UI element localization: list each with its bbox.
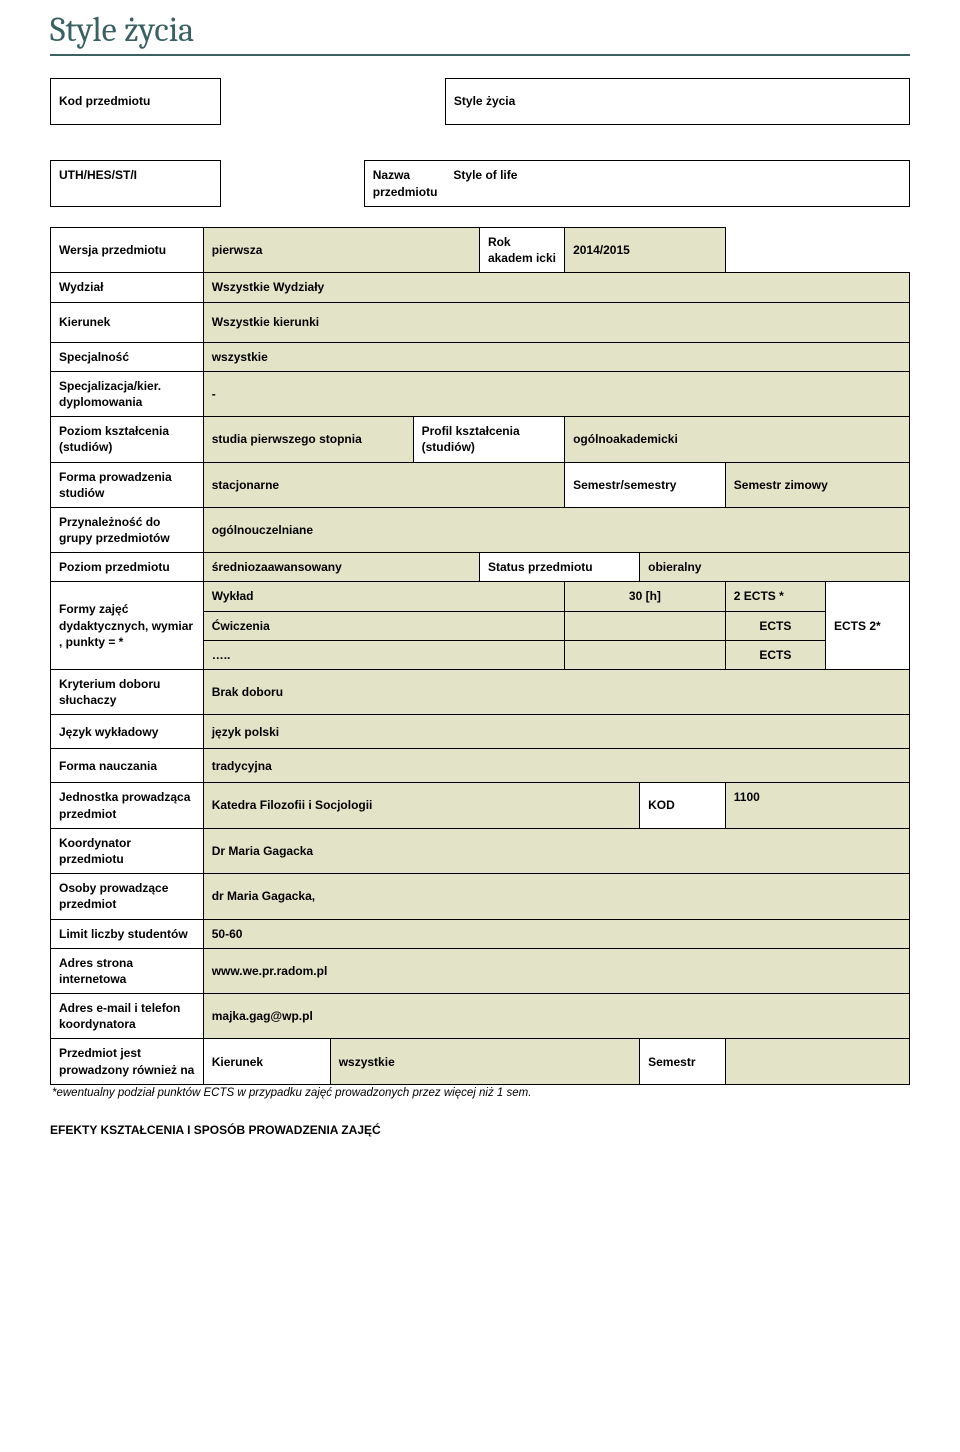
page-title: Style życia [50,10,910,56]
profil-label: Profil kształcenia (studiów) [413,417,564,462]
header-table: Kod przedmiotu Style życia UTH/HES/ST/I … [50,78,910,207]
forma-value: stacjonarne [203,462,564,507]
dots-label: ….. [203,640,564,669]
style-of-life-cell: Style of life [445,161,909,207]
specjalizacja-label: Specjalizacja/kier. dyplomowania [51,371,204,416]
kierunek2-value: wszystkie [330,1039,639,1084]
wersja-label: Wersja przedmiotu [51,228,204,273]
cwiczenia-hours [565,611,726,640]
semestr2-label: Semestr [640,1039,726,1084]
email-value: majka.gag@wp.pl [203,994,909,1039]
uth-code: UTH/HES/ST/I [51,161,221,207]
forman-label: Forma nauczania [51,749,204,783]
ects2-cell: ECTS 2* [826,582,910,670]
kod-value: 1100 [725,783,909,828]
main-table: Wersja przedmiotu pierwsza Rok akadem ic… [50,227,910,1085]
dots-hours [565,640,726,669]
specjalizacja-value: - [203,371,909,416]
wydzial-label: Wydział [51,273,204,302]
status-value: obieralny [640,553,910,582]
jezyk-value: język polski [203,715,909,749]
przynaleznosc-label: Przynależność do grupy przedmiotów [51,507,204,552]
limit-value: 50-60 [203,919,909,948]
cwiczenia-label: Ćwiczenia [203,611,564,640]
kierunek2-label: Kierunek [203,1039,330,1084]
kryterium-label: Kryterium doboru słuchaczy [51,670,204,715]
cwiczenia-ects: ECTS [725,611,825,640]
kod-label: KOD [640,783,726,828]
przedmiot-jest-label: Przedmiot jest prowadzony również na [51,1039,204,1084]
email-label: Adres e-mail i telefon koordynatora [51,994,204,1039]
profil-value: ogólnoakademicki [565,417,910,462]
kryterium-value: Brak doboru [203,670,909,715]
footnote: *ewentualny podział punktów ECTS w przyp… [50,1085,910,1099]
section-footer: EFEKTY KSZTAŁCENIA I SPOSÓB PROWADZENIA … [50,1123,910,1137]
forman-value: tradycyjna [203,749,909,783]
kierunek-value: Wszystkie kierunki [203,302,909,342]
semestr-value: Semestr zimowy [725,462,909,507]
forma-label: Forma prowadzenia studiów [51,462,204,507]
wyklad-label: Wykład [203,582,564,611]
kierunek-label: Kierunek [51,302,204,342]
wyklad-hours: 30 [h] [565,582,726,611]
wersja-value: pierwsza [203,228,479,273]
koordynator-label: Koordynator przedmiotu [51,828,204,873]
nazwa-przedmiotu-label: Nazwa przedmiotu [364,161,445,207]
jednostka-value: Katedra Filozofii i Socjologii [203,783,639,828]
style-zycia-cell: Style życia [445,79,909,125]
jednostka-label: Jednostka prowadząca przedmiot [51,783,204,828]
formy-label: Formy zajęć dydaktycznych, wymiar , punk… [51,582,204,670]
osoby-value: dr Maria Gagacka, [203,874,909,919]
poziom-ksz-label: Poziom kształcenia (studiów) [51,417,204,462]
kod-przedmiotu-label: Kod przedmiotu [51,79,221,125]
poziom-ksz-value: studia pierwszego stopnia [203,417,413,462]
poziom-przed-label: Poziom przedmiotu [51,553,204,582]
semestr-label: Semestr/semestry [565,462,726,507]
limit-label: Limit liczby studentów [51,919,204,948]
rok-label: Rok akadem icki [479,228,564,273]
koordynator-value: Dr Maria Gagacka [203,828,909,873]
specjalnosc-value: wszystkie [203,342,909,371]
poziom-przed-value: średniozaawansowany [203,553,479,582]
specjalnosc-label: Specjalność [51,342,204,371]
wydzial-value: Wszystkie Wydziały [203,273,909,302]
adres-label: Adres strona internetowa [51,948,204,993]
semestr2-value [725,1039,909,1084]
jezyk-label: Język wykładowy [51,715,204,749]
rok-value: 2014/2015 [565,228,726,273]
wyklad-ects: 2 ECTS * [725,582,825,611]
status-label: Status przedmiotu [479,553,639,582]
adres-value: www.we.pr.radom.pl [203,948,909,993]
osoby-label: Osoby prowadzące przedmiot [51,874,204,919]
przynaleznosc-value: ogólnouczelniane [203,507,909,552]
dots-ects: ECTS [725,640,825,669]
